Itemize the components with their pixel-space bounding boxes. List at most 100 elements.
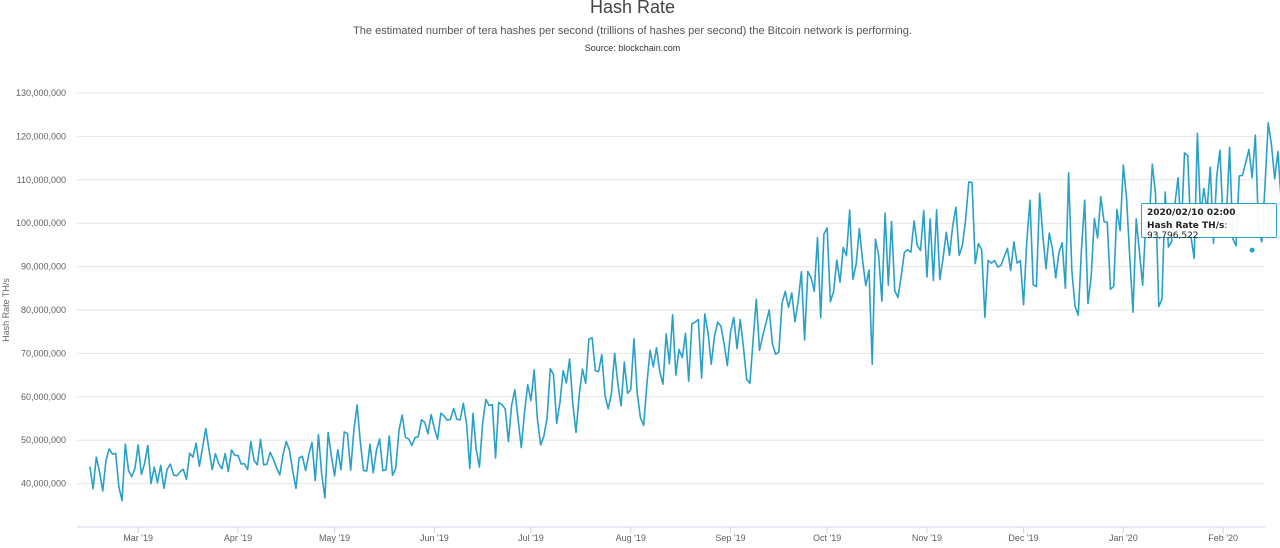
data-point[interactable] [547,366,553,372]
data-point[interactable] [306,452,312,458]
data-point[interactable] [1268,142,1274,148]
data-point[interactable] [293,485,299,491]
data-point[interactable] [573,429,579,435]
data-point[interactable] [283,439,289,445]
data-point[interactable] [122,441,128,447]
data-point[interactable] [831,289,837,295]
data-point[interactable] [666,361,672,367]
data-point[interactable] [1027,197,1033,203]
data-point[interactable] [90,486,96,492]
data-point[interactable] [258,436,264,442]
data-point[interactable] [615,381,621,387]
data-point[interactable] [1194,130,1200,136]
data-point[interactable] [245,467,251,473]
data-point[interactable] [1046,230,1052,236]
data-point[interactable] [621,359,627,365]
data-point[interactable] [290,468,296,474]
data-point[interactable] [113,450,119,456]
data-point[interactable] [1214,173,1220,179]
data-point[interactable] [325,429,331,435]
data-point[interactable] [116,484,122,490]
data-point[interactable] [1095,235,1101,241]
data-point[interactable] [998,262,1004,268]
data-point[interactable] [1246,146,1252,152]
data-point[interactable] [383,467,389,473]
data-point[interactable] [814,235,820,241]
data-point[interactable] [303,468,309,474]
data-point[interactable] [286,447,292,453]
data-point[interactable] [541,433,547,439]
data-point[interactable] [1249,175,1255,181]
data-point[interactable] [196,463,202,469]
data-point[interactable] [705,330,711,336]
data-point[interactable] [602,393,608,399]
data-point[interactable] [554,420,560,426]
data-point[interactable] [740,344,746,350]
data-point[interactable] [757,347,763,353]
data-point[interactable] [451,406,457,412]
data-point[interactable] [934,207,940,213]
data-point[interactable] [180,466,186,472]
data-point[interactable] [280,452,286,458]
data-point[interactable] [1069,268,1075,274]
data-point[interactable] [544,416,550,422]
data-point[interactable] [515,416,521,422]
data-point[interactable] [918,248,924,254]
data-point[interactable] [618,403,624,409]
data-point[interactable] [1175,175,1181,181]
data-point[interactable] [415,434,421,440]
data-point[interactable] [103,458,109,464]
data-point[interactable] [940,255,946,261]
data-point[interactable] [315,432,321,438]
data-point[interactable] [599,352,605,358]
data-point[interactable] [1275,149,1280,155]
data-point[interactable] [399,412,405,418]
data-point[interactable] [406,436,412,442]
data-point[interactable] [647,347,653,353]
data-point[interactable] [786,304,792,310]
data-point[interactable] [963,217,969,223]
data-point[interactable] [229,447,235,453]
data-point[interactable] [377,436,383,442]
data-point[interactable] [802,337,808,343]
data-point[interactable] [956,252,962,258]
data-point[interactable] [1043,266,1049,272]
data-point[interactable] [750,337,756,343]
data-point[interactable] [856,226,862,232]
data-point[interactable] [502,406,508,412]
data-point[interactable] [145,442,151,448]
data-point[interactable] [608,390,614,396]
data-point[interactable] [338,467,344,473]
data-point[interactable] [972,261,978,267]
data-point[interactable] [737,317,743,323]
data-point[interactable] [335,447,341,453]
data-point[interactable] [670,312,676,318]
data-point[interactable] [882,210,888,216]
data-point[interactable] [126,468,132,474]
data-point[interactable] [528,398,534,404]
data-point[interactable] [702,311,708,317]
data-point[interactable] [277,472,283,478]
data-point[interactable] [889,218,895,224]
data-point[interactable] [425,431,431,437]
data-point[interactable] [206,447,212,453]
data-point[interactable] [1217,147,1223,153]
data-point[interactable] [721,341,727,347]
data-point[interactable] [393,465,399,471]
data-point[interactable] [885,282,891,288]
data-point[interactable] [879,298,885,304]
data-point[interactable] [480,420,486,426]
data-point[interactable] [1050,246,1056,252]
data-point[interactable] [982,314,988,320]
data-point[interactable] [612,350,618,356]
data-point[interactable] [464,421,470,427]
data-point[interactable] [1072,303,1078,309]
data-point[interactable] [708,361,714,367]
data-point[interactable] [589,335,595,341]
data-point[interactable] [483,396,489,402]
data-point[interactable] [525,382,531,388]
data-point[interactable] [1136,249,1142,255]
data-point[interactable] [1252,132,1258,138]
data-point[interactable] [1133,216,1139,222]
data-point[interactable] [409,442,415,448]
